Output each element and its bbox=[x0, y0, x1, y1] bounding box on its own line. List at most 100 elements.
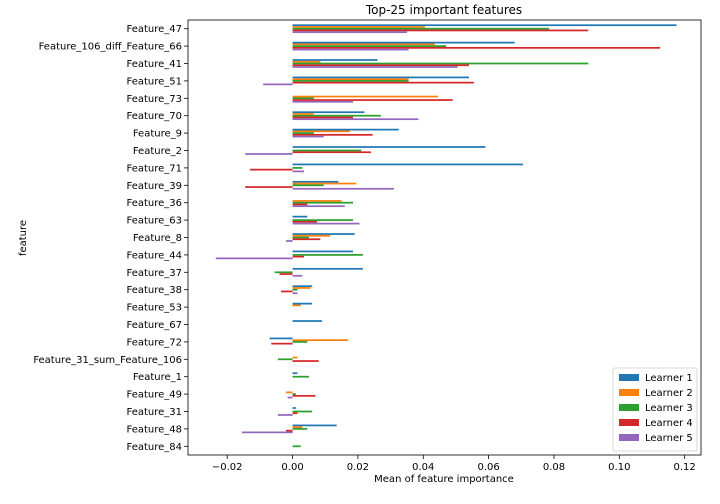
bar-feature-47-learner-1 bbox=[292, 24, 677, 27]
bar-feature-2-learner-5 bbox=[245, 153, 293, 155]
bar-feature-106-diff-feature-66-learner-2 bbox=[292, 43, 435, 46]
legend-label-learner-2: Learner 2 bbox=[645, 388, 693, 399]
y-tick-label: Feature_72 bbox=[126, 337, 182, 348]
x-tick-label: 0.04 bbox=[412, 462, 434, 473]
x-axis-title: Mean of feature importance bbox=[374, 474, 514, 485]
bar-feature-47-learner-2 bbox=[292, 26, 425, 28]
bar-feature-31-learner-4 bbox=[292, 412, 298, 415]
bar-feature-2-learner-3 bbox=[292, 149, 362, 152]
bar-feature-72-learner-4 bbox=[271, 342, 293, 345]
bar-feature-70-learner-2 bbox=[292, 113, 314, 115]
bar-feature-48-learner-1 bbox=[292, 424, 337, 427]
y-tick-label: Feature_73 bbox=[126, 94, 182, 105]
bar-feature-53-learner-2 bbox=[292, 304, 301, 307]
bar-feature-41-learner-1 bbox=[292, 59, 378, 61]
x-tick-label: 0.00 bbox=[281, 462, 303, 473]
bar-feature-39-learner-5 bbox=[292, 187, 394, 190]
bar-feature-39-learner-4 bbox=[245, 186, 293, 188]
legend: Learner 1 Learner 2 Learner 3 Learner 4 Lear… bbox=[612, 367, 698, 452]
bar-feature-36-learner-5 bbox=[292, 205, 345, 208]
bars-layer bbox=[215, 24, 677, 448]
bar-feature-31-sum-feature-106-learner-3 bbox=[277, 358, 293, 361]
bar-feature-48-learner-5 bbox=[241, 431, 293, 434]
bar-feature-70-learner-4 bbox=[292, 116, 354, 119]
y-tick-label: Feature_53 bbox=[126, 303, 182, 314]
bar-feature-72-learner-2 bbox=[292, 339, 349, 342]
bar-feature-71-learner-5 bbox=[292, 170, 304, 173]
y-tick-label: Feature_51 bbox=[126, 76, 182, 87]
legend-label-learner-3: Learner 3 bbox=[645, 403, 693, 414]
y-tick-label: Feature_70 bbox=[126, 111, 182, 122]
bar-feature-9-learner-3 bbox=[292, 132, 314, 134]
bar-feature-106-diff-feature-66-learner-3 bbox=[292, 45, 447, 47]
bar-feature-44-learner-4 bbox=[292, 255, 304, 258]
bar-feature-48-learner-3 bbox=[292, 428, 308, 430]
bar-feature-73-learner-3 bbox=[292, 97, 314, 100]
bar-feature-73-learner-5 bbox=[292, 100, 354, 103]
chart-title: Top-25 important features bbox=[365, 3, 522, 17]
bar-feature-49-learner-3 bbox=[292, 393, 296, 395]
bar-feature-41-learner-3 bbox=[292, 62, 589, 65]
bar-feature-38-learner-4 bbox=[281, 290, 293, 293]
y-tick-label: Feature_49 bbox=[126, 390, 182, 401]
y-tick-label: Feature_71 bbox=[126, 163, 182, 174]
bar-feature-63-learner-4 bbox=[292, 220, 318, 223]
y-tick-label: Feature_37 bbox=[126, 268, 182, 279]
bar-feature-9-learner-2 bbox=[292, 130, 350, 133]
y-tick-label: Feature_84 bbox=[126, 442, 182, 453]
y-axis-title: feature bbox=[18, 220, 29, 256]
bar-feature-63-learner-1 bbox=[292, 215, 308, 218]
bar-feature-39-learner-3 bbox=[292, 184, 324, 187]
plot-frame bbox=[187, 19, 702, 456]
y-tick-label: Feature_31 bbox=[126, 407, 182, 418]
y-tick-label: Feature_9 bbox=[133, 129, 182, 140]
x-tick-label: 0.06 bbox=[477, 462, 499, 473]
bar-feature-71-learner-3 bbox=[292, 167, 303, 169]
bar-feature-31-learner-5 bbox=[277, 414, 293, 416]
bar-feature-47-learner-3 bbox=[292, 27, 550, 30]
bar-feature-53-learner-1 bbox=[292, 302, 313, 305]
bar-feature-36-learner-4 bbox=[292, 203, 308, 206]
bar-feature-70-learner-1 bbox=[292, 111, 365, 114]
bar-feature-41-learner-4 bbox=[292, 64, 470, 67]
y-tick-label: Feature_39 bbox=[126, 181, 182, 192]
bar-feature-51-learner-2 bbox=[292, 78, 409, 81]
y-tick-label: Feature_1 bbox=[133, 372, 182, 383]
legend-swatch-learner-1 bbox=[619, 374, 639, 381]
y-tick-label: Feature_63 bbox=[126, 216, 182, 227]
x-axis: −0.02 0.00 0.02 0.04 0.06 0.08 0.10 0.12 bbox=[212, 455, 696, 473]
bar-feature-73-learner-2 bbox=[292, 95, 438, 98]
x-tick-label: 0.02 bbox=[347, 462, 369, 473]
bar-feature-41-learner-5 bbox=[292, 66, 458, 68]
bar-feature-31-sum-feature-106-learner-2 bbox=[292, 356, 298, 359]
bar-feature-48-learner-4 bbox=[286, 429, 293, 432]
bar-feature-38-learner-2 bbox=[292, 287, 311, 289]
y-tick-label: Feature_106_diff_Feature_66 bbox=[39, 42, 182, 53]
y-tick-label: Feature_67 bbox=[126, 320, 182, 331]
bar-feature-36-learner-3 bbox=[292, 201, 354, 204]
legend-label-learner-4: Learner 4 bbox=[645, 418, 693, 429]
bar-feature-41-learner-2 bbox=[292, 60, 321, 63]
y-tick-label: Feature_8 bbox=[133, 233, 182, 244]
bar-feature-47-learner-4 bbox=[292, 29, 589, 32]
y-axis: Feature_47 Feature_106_diff_Feature_66 Fea… bbox=[33, 24, 188, 453]
y-tick-label: Feature_38 bbox=[126, 285, 182, 296]
bar-feature-51-learner-5 bbox=[263, 83, 293, 86]
bar-feature-37-learner-5 bbox=[292, 274, 303, 277]
legend-swatch-learner-4 bbox=[619, 419, 639, 426]
x-tick-label: 0.12 bbox=[674, 462, 696, 473]
bar-feature-72-learner-3 bbox=[292, 341, 308, 343]
bar-feature-49-learner-2 bbox=[286, 391, 293, 394]
bar-feature-73-learner-4 bbox=[292, 99, 453, 101]
y-tick-label: Feature_31_sum_Feature_106 bbox=[33, 355, 182, 366]
legend-swatch-learner-5 bbox=[619, 434, 639, 441]
bar-feature-8-learner-4 bbox=[292, 238, 321, 241]
bar-feature-51-learner-4 bbox=[292, 81, 474, 84]
x-tick-label: 0.10 bbox=[608, 462, 630, 473]
legend-label-learner-5: Learner 5 bbox=[645, 433, 693, 444]
bar-feature-37-learner-1 bbox=[292, 267, 363, 270]
bar-feature-37-learner-3 bbox=[274, 271, 293, 274]
bar-feature-106-diff-feature-66-learner-5 bbox=[292, 48, 409, 51]
bar-feature-39-learner-2 bbox=[292, 182, 357, 185]
